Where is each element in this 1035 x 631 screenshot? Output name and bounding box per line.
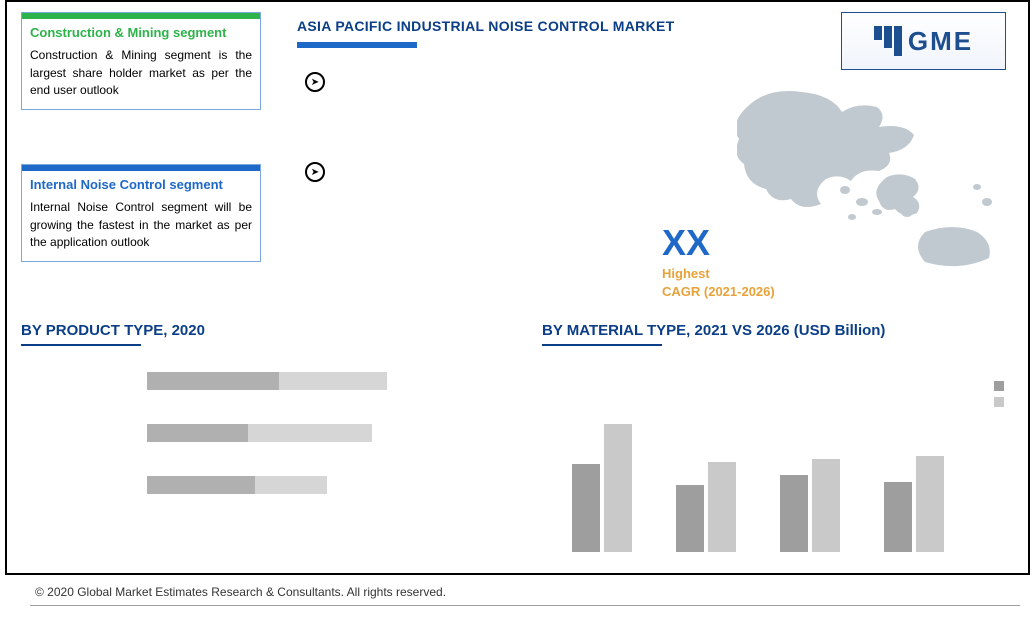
bullet-arrow-icon bbox=[305, 72, 325, 92]
section-header-product: BY PRODUCT TYPE, 2020 bbox=[21, 322, 205, 339]
info-box-title: Internal Noise Control segment bbox=[22, 171, 260, 195]
vbar-group bbox=[884, 392, 958, 552]
vbar-2021 bbox=[780, 475, 808, 552]
cagr-value: XX bbox=[662, 222, 710, 264]
info-box-title: Construction & Mining segment bbox=[22, 19, 260, 43]
material-type-chart bbox=[572, 382, 972, 552]
vbar-2021 bbox=[884, 482, 912, 552]
section-underline bbox=[542, 344, 662, 346]
vbar-2021 bbox=[676, 485, 704, 552]
logo-text: GME bbox=[908, 26, 973, 57]
asia-pacific-map-icon bbox=[737, 82, 1007, 267]
product-type-chart bbox=[147, 372, 447, 532]
hbar-segment bbox=[248, 424, 372, 442]
vbar-2026 bbox=[604, 424, 632, 552]
info-box-text: Internal Noise Control segment will be g… bbox=[22, 195, 260, 261]
vbar-2026 bbox=[916, 456, 944, 552]
vbar-group bbox=[572, 392, 646, 552]
footer-divider bbox=[30, 605, 1020, 606]
infographic-panel: Construction & Mining segment Constructi… bbox=[5, 0, 1030, 575]
hbar-segment bbox=[255, 476, 327, 494]
section-underline bbox=[21, 344, 141, 346]
hbar-segment bbox=[147, 476, 255, 494]
legend-swatch-2026 bbox=[994, 397, 1004, 407]
info-box-construction: Construction & Mining segment Constructi… bbox=[21, 12, 261, 110]
cagr-label-2: CAGR (2021-2026) bbox=[662, 284, 775, 299]
cagr-label-1: Highest bbox=[662, 266, 710, 281]
hbar-segment bbox=[279, 372, 387, 390]
hbar-segment bbox=[147, 372, 279, 390]
info-box-text: Construction & Mining segment is the lar… bbox=[22, 43, 260, 109]
logo-bars-icon bbox=[874, 26, 902, 56]
hbar-segment bbox=[147, 424, 248, 442]
vbar-2026 bbox=[812, 459, 840, 552]
vbar-2026 bbox=[708, 462, 736, 552]
gme-logo: GME bbox=[841, 12, 1006, 70]
info-box-internal-noise: Internal Noise Control segment Internal … bbox=[21, 164, 261, 262]
copyright-footer: © 2020 Global Market Estimates Research … bbox=[35, 585, 446, 599]
material-chart-legend bbox=[994, 380, 1008, 408]
vbar-2021 bbox=[572, 464, 600, 552]
legend-swatch-2021 bbox=[994, 381, 1004, 391]
bullet-arrow-icon bbox=[305, 162, 325, 182]
vbar-group bbox=[676, 392, 750, 552]
section-header-material: BY MATERIAL TYPE, 2021 VS 2026 (USD Bill… bbox=[542, 322, 885, 339]
page-title: ASIA PACIFIC INDUSTRIAL NOISE CONTROL MA… bbox=[297, 18, 674, 34]
title-underline bbox=[297, 42, 417, 48]
vbar-group bbox=[780, 392, 854, 552]
